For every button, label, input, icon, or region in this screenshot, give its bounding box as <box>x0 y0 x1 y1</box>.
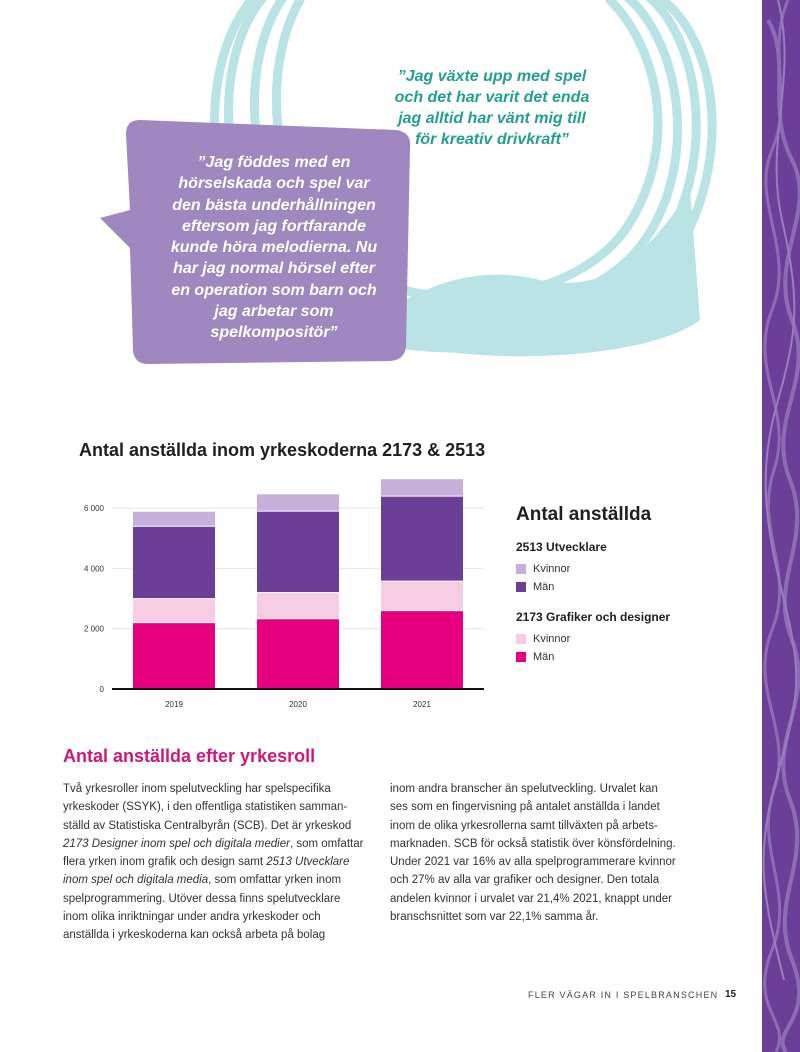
body-text-column-1: Två yrkesroller inom spelutveckling har … <box>63 780 363 945</box>
body-text-run: Två yrkesroller inom spelutveckling har … <box>63 783 331 795</box>
legend-group-title: 2513 Utvecklare <box>516 540 607 554</box>
body-text-run: inom andra branscher än spelutveckling. … <box>390 783 658 795</box>
quote-left-line: jag arbetar som <box>214 303 334 321</box>
x-tick-label: 2020 <box>289 700 307 709</box>
chart-legend: Antal anställda 2513 Utvecklare Kvinnor … <box>516 504 746 680</box>
y-tick-label: 0 <box>100 685 105 694</box>
body-text-line: branschsnittet som var 22,1% samma år. <box>390 908 690 926</box>
body-text-line: inom spel och digitala media, som omfatt… <box>63 871 363 889</box>
legend-label: Män <box>533 651 555 663</box>
bar-segment <box>133 511 215 527</box>
legend-title: Antal anställda <box>516 504 652 525</box>
quote-right-line: ”Jag växte upp med spel <box>397 68 587 85</box>
body-text-line: flera yrken inom grafik och design samt … <box>63 853 363 871</box>
body-text-line: anställda i yrkeskoderna kan också arbet… <box>63 926 363 944</box>
quote-left-line: ”Jag föddes med en <box>197 154 351 171</box>
footer-publication-title: FLER VÄGAR IN I SPELBRANSCHEN <box>528 990 719 1000</box>
legend-label: Män <box>533 581 555 593</box>
legend-group-title: 2173 Grafiker och designer <box>516 610 671 624</box>
quote-left-line: eftersom jag fortfarande <box>181 217 367 235</box>
x-tick-label: 2021 <box>413 700 431 709</box>
body-text-run: , som omfattar yrken inom <box>208 874 342 887</box>
quote-left-line: har jag normal hörsel efter <box>173 260 375 278</box>
quote-left-line: den bästa underhållningen <box>172 196 376 214</box>
body-text-run: och 27% av alla var grafiker och designe… <box>390 874 660 887</box>
purple-speech-bubble <box>100 120 412 364</box>
body-text-run: andelen kvinnor i urvalet var 21,4% 2021… <box>390 892 672 905</box>
bar-segment <box>133 526 215 599</box>
bar-segment <box>381 581 463 611</box>
legend-group-developers: 2513 Utvecklare Kvinnor Män <box>516 540 746 596</box>
body-text-italic: inom spel och digitala media <box>63 874 209 887</box>
legend-swatch <box>516 564 526 574</box>
legend-label: Kvinnor <box>533 633 571 645</box>
body-text-run: marknaden. SCB för också statistik över … <box>390 837 676 850</box>
bar-segment <box>257 494 339 512</box>
body-text-line: inom andra branscher än spelutveckling. … <box>390 780 690 798</box>
quote-left-line: en operation som barn och <box>171 281 377 299</box>
body-text-run: ses som en fingervisning på antalet anst… <box>390 801 660 814</box>
body-text-line: yrkeskoder (SSYK), i den offentliga stat… <box>63 798 363 816</box>
quote-hearing-composer: ”Jag föddes med en hörselskada och spel … <box>150 152 398 344</box>
body-text-line: inom de olika yrkesrollerna samt tillväx… <box>390 817 690 835</box>
x-tick-label: 2019 <box>165 700 183 709</box>
chart-title: Antal anställda inom yrkeskoderna 2173 &… <box>79 440 486 460</box>
body-text-run: inom olika inriktningar under andra yrke… <box>63 911 321 924</box>
body-text-line: ses som en fingervisning på antalet anst… <box>390 798 690 816</box>
body-text-run: anställda i yrkeskoderna kan också arbet… <box>63 929 326 942</box>
body-text-line: inom olika inriktningar under andra yrke… <box>63 908 363 926</box>
body-text-italic: 2173 Designer inom spel och digitala med… <box>63 837 290 850</box>
body-text-italic: 2513 Utvecklare <box>266 856 350 869</box>
legend-item: Kvinnor <box>516 560 746 578</box>
body-text-line: marknaden. SCB för också statistik över … <box>390 835 690 853</box>
bar-segment <box>257 618 339 689</box>
body-text-line: och 27% av alla var grafiker och designe… <box>390 871 690 889</box>
legend-group-designers: 2173 Grafiker och designer Kvinnor Män <box>516 610 746 666</box>
y-tick-label: 2 000 <box>84 625 105 634</box>
quote-left-line: spelkompositör” <box>210 324 338 342</box>
body-text-line: ställd av Statistiska Centralbyrån (SCB)… <box>63 817 363 835</box>
y-tick-label: 6 000 <box>84 504 105 513</box>
bar-segment <box>257 511 339 593</box>
body-text-run: branschsnittet som var 22,1% samma år. <box>390 911 599 924</box>
stacked-bar-chart: 0 2 000 4 000 6 000 2019 2020 2021 <box>84 479 484 709</box>
bar-segment <box>133 598 215 623</box>
quote-left-line: kunde höra melodierna. Nu <box>170 239 378 257</box>
body-text-line: Två yrkesroller inom spelutveckling har … <box>63 780 363 798</box>
quote-creative-drive: ”Jag växte upp med spel och det har vari… <box>380 66 604 150</box>
body-text-run: yrkeskoder (SSYK), i den offentliga stat… <box>63 801 348 814</box>
quote-right-line: för kreativ drivkraft” <box>415 131 569 148</box>
quote-left-line: hörselskada och spel var <box>178 175 370 193</box>
quote-right-line: och det har varit det enda <box>394 89 590 106</box>
body-text-run: flera yrken inom grafik och design samt <box>63 856 267 869</box>
legend-label: Kvinnor <box>533 563 571 575</box>
body-text-line: andelen kvinnor i urvalet var 21,4% 2021… <box>390 890 690 908</box>
body-text-run: ställd av Statistiska Centralbyrån (SCB)… <box>63 819 352 832</box>
legend-swatch <box>516 634 526 644</box>
legend-item: Män <box>516 648 746 666</box>
section-title: Antal anställda efter yrkesroll <box>63 746 316 766</box>
body-text-run: , som omfattar <box>289 837 364 850</box>
legend-swatch <box>516 582 526 592</box>
body-text-line: 2173 Designer inom spel och digitala med… <box>63 835 363 853</box>
quote-right-line: jag alltid har vänt mig till <box>398 110 586 127</box>
page-number: 15 <box>725 989 737 1000</box>
legend-item: Kvinnor <box>516 630 746 648</box>
y-tick-label: 4 000 <box>84 564 105 573</box>
body-text-run: spelprogrammering. Utöver dessa finns sp… <box>63 892 341 905</box>
body-text-run: Under 2021 var 16% av alla spelprogramme… <box>390 856 676 869</box>
body-text-column-2: inom andra branscher än spelutveckling. … <box>390 780 690 926</box>
bar-segment <box>133 622 215 689</box>
bar-segment <box>381 479 463 497</box>
body-text-line: Under 2021 var 16% av alla spelprogramme… <box>390 853 690 871</box>
body-text-line: spelprogrammering. Utöver dessa finns sp… <box>63 890 363 908</box>
decorative-side-stripe <box>762 0 800 1052</box>
bar-segment <box>257 592 339 619</box>
bar-segment <box>381 496 463 582</box>
legend-item: Män <box>516 578 746 596</box>
speech-bubble-shape <box>100 120 411 364</box>
legend-swatch <box>516 652 526 662</box>
bar-segment <box>381 610 463 689</box>
body-text-run: inom de olika yrkesrollerna samt tillväx… <box>390 819 658 832</box>
